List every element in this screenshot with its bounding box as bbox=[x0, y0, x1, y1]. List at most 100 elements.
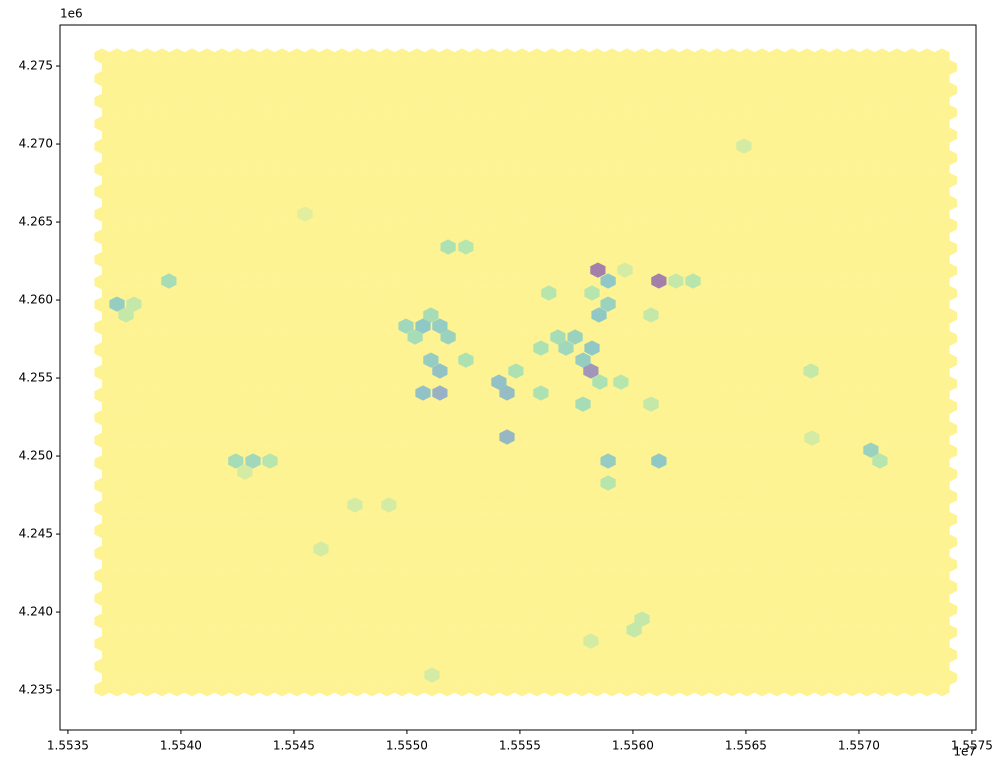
hex-cell bbox=[746, 104, 763, 121]
hex-cell bbox=[709, 138, 725, 154]
hex-cell bbox=[806, 59, 823, 75]
hex-cell bbox=[251, 579, 268, 595]
hex-cell bbox=[874, 251, 890, 267]
hex-cell bbox=[926, 466, 943, 482]
hex-cell bbox=[649, 568, 665, 584]
hex-cell bbox=[649, 206, 665, 222]
hex-cell bbox=[896, 466, 913, 482]
hex-cell bbox=[461, 466, 478, 482]
hex-cell bbox=[424, 48, 440, 64]
hex-cell bbox=[139, 138, 155, 154]
hex-cell bbox=[626, 443, 643, 460]
hex-cell bbox=[896, 308, 913, 324]
hex-cell bbox=[221, 263, 238, 279]
hex-cell bbox=[221, 285, 238, 301]
hex-cell bbox=[311, 353, 328, 369]
hex-cell bbox=[619, 636, 635, 652]
hex-cell bbox=[806, 443, 823, 460]
hex-cell bbox=[184, 523, 200, 539]
hex-cell bbox=[709, 432, 725, 448]
hex-cell bbox=[514, 523, 530, 539]
hex-cell bbox=[694, 523, 710, 539]
hex-cell bbox=[769, 387, 785, 403]
hex-cell bbox=[739, 681, 755, 697]
hex-cell bbox=[124, 523, 140, 539]
hex-cell bbox=[371, 624, 388, 640]
hex-cell bbox=[214, 297, 230, 313]
hex-cell bbox=[311, 59, 328, 75]
hex-cell bbox=[671, 308, 688, 324]
hex-cell bbox=[679, 319, 695, 335]
hex-cell bbox=[101, 376, 118, 392]
hex-cell bbox=[641, 330, 658, 347]
hex-cell bbox=[799, 319, 815, 335]
hex-cell bbox=[881, 308, 898, 324]
hex-cell bbox=[124, 161, 140, 177]
hex-cell bbox=[529, 658, 545, 674]
hex-cell bbox=[814, 319, 830, 335]
hex-cell bbox=[311, 556, 328, 573]
hex-cell bbox=[446, 195, 463, 211]
hex-cell bbox=[926, 104, 943, 121]
hex-cell bbox=[536, 556, 553, 573]
hex-cell bbox=[139, 500, 155, 516]
hex-cell bbox=[379, 387, 395, 403]
hex-cell bbox=[229, 319, 245, 335]
hex-cell bbox=[424, 477, 440, 493]
hex-cell bbox=[124, 319, 140, 335]
hex-cell bbox=[686, 443, 703, 460]
hex-cell bbox=[94, 206, 110, 222]
hex-cell bbox=[649, 93, 665, 109]
x-tick-label: 1.5550 bbox=[386, 739, 428, 753]
hex-cell bbox=[851, 82, 868, 98]
hex-cell bbox=[206, 330, 223, 347]
hex-cell bbox=[371, 240, 388, 256]
hex-cell bbox=[364, 636, 380, 652]
hex-cell bbox=[304, 590, 320, 606]
hex-cell bbox=[514, 342, 530, 358]
hex-cell bbox=[386, 534, 403, 550]
hex-cell bbox=[739, 636, 755, 652]
hex-cell bbox=[776, 624, 793, 640]
hex-cell bbox=[814, 387, 830, 403]
hex-cell bbox=[574, 681, 590, 697]
hex-cell bbox=[874, 297, 890, 313]
hex-cell bbox=[814, 251, 830, 267]
hex-cell bbox=[416, 579, 433, 595]
hex-cell bbox=[484, 545, 500, 561]
hex-cell bbox=[761, 376, 778, 392]
hex-cell bbox=[206, 624, 223, 640]
hex-cell bbox=[124, 116, 140, 132]
hex-cell bbox=[716, 172, 733, 188]
hex-cell bbox=[761, 82, 778, 98]
hex-cell bbox=[821, 647, 838, 663]
hex-cell bbox=[146, 398, 163, 414]
hex-cell bbox=[784, 590, 800, 606]
hex-cell bbox=[131, 82, 148, 98]
hex-cell bbox=[101, 330, 118, 347]
y-tick-label: 4.250 bbox=[19, 449, 53, 463]
hex-cell bbox=[596, 217, 613, 234]
hex-cell bbox=[311, 421, 328, 437]
hex-cell bbox=[146, 150, 163, 166]
hex-cell bbox=[124, 568, 140, 584]
hex-cell bbox=[244, 251, 260, 267]
hex-cell bbox=[889, 590, 905, 606]
hex-cell bbox=[896, 150, 913, 166]
hex-cell bbox=[731, 285, 748, 301]
hex-cell bbox=[251, 59, 268, 75]
hex-cell bbox=[866, 150, 883, 166]
hex-cell bbox=[761, 511, 778, 527]
hex-cell bbox=[101, 556, 118, 573]
hex-cell bbox=[341, 398, 358, 414]
hex-cell bbox=[874, 138, 890, 154]
hex-cell bbox=[289, 229, 305, 245]
hex-cell bbox=[251, 534, 268, 550]
x-tick-label: 1.5540 bbox=[160, 739, 202, 753]
hex-cell bbox=[491, 330, 508, 347]
hex-cell bbox=[536, 82, 553, 98]
hex-cell bbox=[551, 217, 568, 234]
hex-cell bbox=[161, 647, 178, 663]
hex-cell bbox=[709, 48, 725, 64]
hex-cell bbox=[851, 624, 868, 640]
